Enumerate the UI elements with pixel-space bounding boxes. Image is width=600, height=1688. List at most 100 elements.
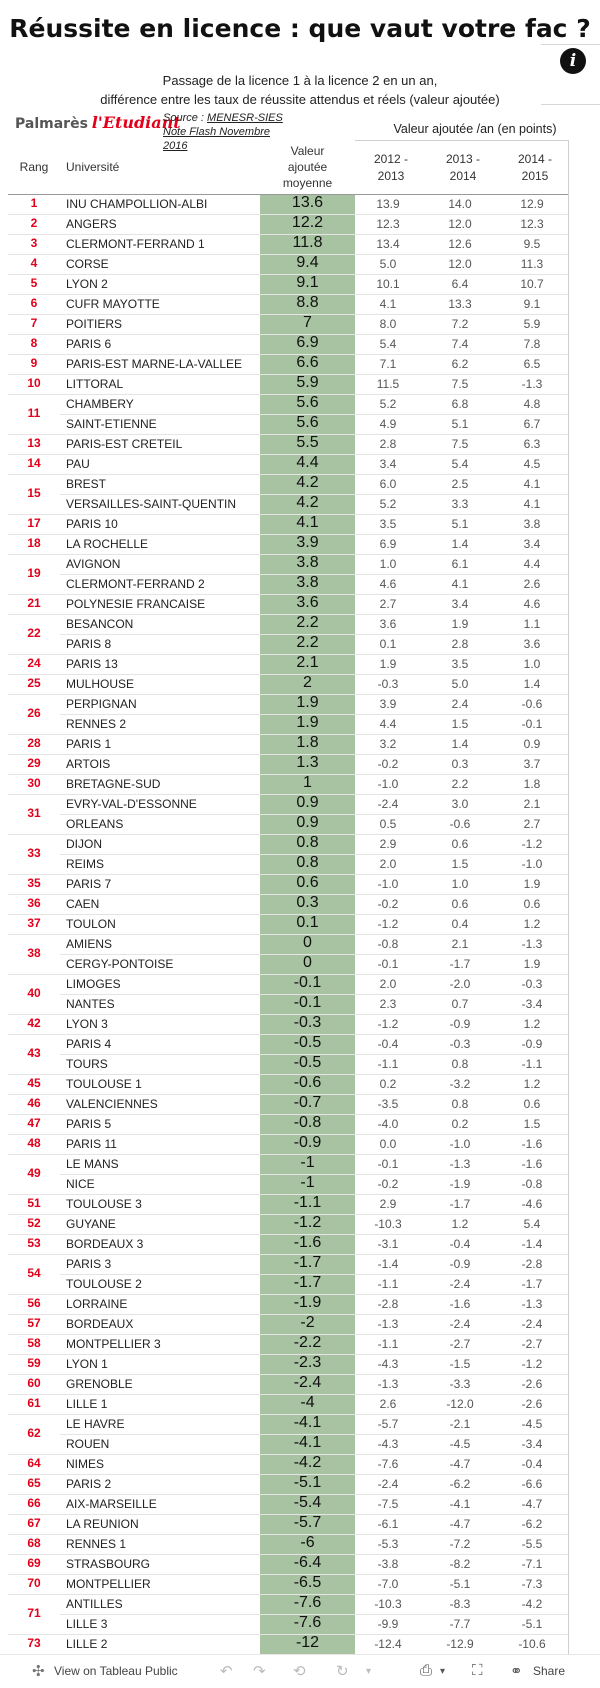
table-row[interactable]: DIJON 0.8 2.9 0.6 -1.2 bbox=[8, 834, 568, 854]
value-2012-2013: -0.3 bbox=[377, 677, 399, 691]
download-icon[interactable]: ⎙ bbox=[420, 1662, 433, 1679]
table-row[interactable]: PARIS 1 1.8 3.2 1.4 0.9 bbox=[8, 734, 568, 754]
table-row[interactable]: LYON 3 -0.3 -1.2 -0.9 1.2 bbox=[8, 1014, 568, 1034]
table-row[interactable]: PARIS 2 -5.1 -2.4 -6.2 -6.6 bbox=[8, 1474, 568, 1494]
table-row[interactable]: PARIS-EST MARNE-LA-VALLEE 6.6 7.1 6.2 6.5 bbox=[8, 354, 568, 374]
table-row[interactable]: CHAMBERY 5.6 5.2 6.8 4.8 bbox=[8, 394, 568, 414]
table-row[interactable]: LILLE 2 -12 -12.4 -12.9 -10.6 bbox=[8, 1634, 568, 1654]
table-row[interactable]: AIX-MARSEILLE -5.4 -7.5 -4.1 -4.7 bbox=[8, 1494, 568, 1514]
table-row[interactable]: INU CHAMPOLLION-ALBI 13.6 13.9 14.0 12.9 bbox=[8, 194, 568, 214]
table-row[interactable]: LORRAINE -1.9 -2.8 -1.6 -1.3 bbox=[8, 1294, 568, 1314]
table-row[interactable]: LILLE 3 -7.6 -9.9 -7.7 -5.1 bbox=[8, 1614, 568, 1634]
table-row[interactable]: LE MANS -1 -0.1 -1.3 -1.6 bbox=[8, 1154, 568, 1174]
table-row[interactable]: PERPIGNAN 1.9 3.9 2.4 -0.6 bbox=[8, 694, 568, 714]
share-icon[interactable]: ⚭ bbox=[510, 1663, 523, 1680]
table-row[interactable]: RENNES 1 -6 -5.3 -7.2 -5.5 bbox=[8, 1534, 568, 1554]
info-icon[interactable]: i bbox=[560, 48, 586, 74]
table-row[interactable]: PARIS 3 -1.7 -1.4 -0.9 -2.8 bbox=[8, 1254, 568, 1274]
university-name: VALENCIENNES bbox=[66, 1097, 158, 1111]
table-row[interactable]: MONTPELLIER -6.5 -7.0 -5.1 -7.3 bbox=[8, 1574, 568, 1594]
table-row[interactable]: MULHOUSE 2 -0.3 5.0 1.4 bbox=[8, 674, 568, 694]
refresh-menu-chevron-icon[interactable]: ▾ bbox=[366, 1666, 372, 1677]
undo-icon[interactable]: ↶ bbox=[220, 1663, 233, 1680]
average-value: 1 bbox=[303, 774, 312, 791]
table-row[interactable]: EVRY-VAL-D'ESSONNE 0.9 -2.4 3.0 2.1 bbox=[8, 794, 568, 814]
table-row[interactable]: BORDEAUX -2 -1.3 -2.4 -2.4 bbox=[8, 1314, 568, 1334]
table-row[interactable]: GRENOBLE -2.4 -1.3 -3.3 -2.6 bbox=[8, 1374, 568, 1394]
table-row[interactable]: BRETAGNE-SUD 1 -1.0 2.2 1.8 bbox=[8, 774, 568, 794]
table-row[interactable]: PARIS 7 0.6 -1.0 1.0 1.9 bbox=[8, 874, 568, 894]
table-row[interactable]: PARIS 8 2.2 0.1 2.8 3.6 bbox=[8, 634, 568, 654]
revert-icon[interactable]: ⟲ bbox=[293, 1663, 306, 1680]
table-row[interactable]: SAINT-ETIENNE 5.6 4.9 5.1 6.7 bbox=[8, 414, 568, 434]
download-menu-chevron-icon[interactable]: ▾ bbox=[440, 1666, 446, 1677]
table-row[interactable]: MONTPELLIER 3 -2.2 -1.1 -2.7 -2.7 bbox=[8, 1334, 568, 1354]
fullscreen-icon[interactable]: ⛶ bbox=[472, 1662, 483, 1679]
table-row[interactable]: REIMS 0.8 2.0 1.5 -1.0 bbox=[8, 854, 568, 874]
table-row[interactable]: LILLE 1 -4 2.6 -12.0 -2.6 bbox=[8, 1394, 568, 1414]
table-row[interactable]: VALENCIENNES -0.7 -3.5 0.8 0.6 bbox=[8, 1094, 568, 1114]
table-row[interactable]: LYON 1 -2.3 -4.3 -1.5 -1.2 bbox=[8, 1354, 568, 1374]
table-row[interactable]: ARTOIS 1.3 -0.2 0.3 3.7 bbox=[8, 754, 568, 774]
table-row[interactable]: VERSAILLES-SAINT-QUENTIN 4.2 5.2 3.3 4.1 bbox=[8, 494, 568, 514]
value-2014-2015: 1.1 bbox=[523, 617, 541, 631]
row-divider bbox=[8, 1354, 568, 1355]
table-row[interactable]: TOULOUSE 1 -0.6 0.2 -3.2 1.2 bbox=[8, 1074, 568, 1094]
table-row[interactable]: PARIS 13 2.1 1.9 3.5 1.0 bbox=[8, 654, 568, 674]
table-row[interactable]: LE HAVRE -4.1 -5.7 -2.1 -4.5 bbox=[8, 1414, 568, 1434]
value-2013-2014: 13.3 bbox=[448, 297, 472, 311]
source-note-line-1[interactable]: Note Flash Novembre bbox=[163, 126, 270, 138]
table-row[interactable]: ANTILLES -7.6 -10.3 -8.3 -4.2 bbox=[8, 1594, 568, 1614]
table-row[interactable]: LA ROCHELLE 3.9 6.9 1.4 3.4 bbox=[8, 534, 568, 554]
table-row[interactable]: TOULOUSE 3 -1.1 2.9 -1.7 -4.6 bbox=[8, 1194, 568, 1214]
table-row[interactable]: BESANCON 2.2 3.6 1.9 1.1 bbox=[8, 614, 568, 634]
table-row[interactable]: CORSE 9.4 5.0 12.0 11.3 bbox=[8, 254, 568, 274]
table-row[interactable]: CLERMONT-FERRAND 1 11.8 13.4 12.6 9.5 bbox=[8, 234, 568, 254]
table-row[interactable]: BREST 4.2 6.0 2.5 4.1 bbox=[8, 474, 568, 494]
table-row[interactable]: BORDEAUX 3 -1.6 -3.1 -0.4 -1.4 bbox=[8, 1234, 568, 1254]
value-2013-2014: 2.4 bbox=[451, 697, 469, 711]
table-row[interactable]: AVIGNON 3.8 1.0 6.1 4.4 bbox=[8, 554, 568, 574]
table-row[interactable]: POLYNESIE FRANCAISE 3.6 2.7 3.4 4.6 bbox=[8, 594, 568, 614]
source-note-line-2[interactable]: 2016 bbox=[163, 140, 188, 152]
value-2012-2013: -2.4 bbox=[377, 1477, 399, 1491]
table-row[interactable]: PARIS 11 -0.9 0.0 -1.0 -1.6 bbox=[8, 1134, 568, 1154]
row-divider bbox=[60, 1054, 568, 1055]
table-row[interactable]: AMIENS 0 -0.8 2.1 -1.3 bbox=[8, 934, 568, 954]
table-row[interactable]: NICE -1 -0.2 -1.9 -0.8 bbox=[8, 1174, 568, 1194]
table-row[interactable]: LYON 2 9.1 10.1 6.4 10.7 bbox=[8, 274, 568, 294]
table-row[interactable]: PARIS 4 -0.5 -0.4 -0.3 -0.9 bbox=[8, 1034, 568, 1054]
table-row[interactable]: TOULOUSE 2 -1.7 -1.1 -2.4 -1.7 bbox=[8, 1274, 568, 1294]
share-button[interactable]: Share bbox=[533, 1664, 566, 1678]
table-row[interactable]: NANTES -0.1 2.3 0.7 -3.4 bbox=[8, 994, 568, 1014]
table-row[interactable]: CERGY-PONTOISE 0 -0.1 -1.7 1.9 bbox=[8, 954, 568, 974]
table-row[interactable]: POITIERS 7 8.0 7.2 5.9 bbox=[8, 314, 568, 334]
table-row[interactable]: PAU 4.4 3.4 5.4 4.5 bbox=[8, 454, 568, 474]
table-row[interactable]: PARIS 6 6.9 5.4 7.4 7.8 bbox=[8, 334, 568, 354]
table-row[interactable]: ORLEANS 0.9 0.5 -0.6 2.7 bbox=[8, 814, 568, 834]
table-row[interactable]: LA REUNION -5.7 -6.1 -4.7 -6.2 bbox=[8, 1514, 568, 1534]
table-row[interactable]: PARIS-EST CRETEIL 5.5 2.8 7.5 6.3 bbox=[8, 434, 568, 454]
table-row[interactable]: PARIS 5 -0.8 -4.0 0.2 1.5 bbox=[8, 1114, 568, 1134]
table-row[interactable]: TOULON 0.1 -1.2 0.4 1.2 bbox=[8, 914, 568, 934]
table-row[interactable]: PARIS 10 4.1 3.5 5.1 3.8 bbox=[8, 514, 568, 534]
table-row[interactable]: CAEN 0.3 -0.2 0.6 0.6 bbox=[8, 894, 568, 914]
redo-icon[interactable]: ↷ bbox=[253, 1663, 266, 1680]
rank-label: 6 bbox=[30, 296, 38, 310]
table-row[interactable]: ROUEN -4.1 -4.3 -4.5 -3.4 bbox=[8, 1434, 568, 1454]
table-row[interactable]: CUFR MAYOTTE 8.8 4.1 13.3 9.1 bbox=[8, 294, 568, 314]
table-row[interactable]: LITTORAL 5.9 11.5 7.5 -1.3 bbox=[8, 374, 568, 394]
table-row[interactable]: RENNES 2 1.9 4.4 1.5 -0.1 bbox=[8, 714, 568, 734]
table-row[interactable]: CLERMONT-FERRAND 2 3.8 4.6 4.1 2.6 bbox=[8, 574, 568, 594]
table-row[interactable]: STRASBOURG -6.4 -3.8 -8.2 -7.1 bbox=[8, 1554, 568, 1574]
row-divider bbox=[60, 954, 568, 955]
table-row[interactable]: TOURS -0.5 -1.1 0.8 -1.1 bbox=[8, 1054, 568, 1074]
refresh-icon[interactable]: ↻ bbox=[336, 1663, 349, 1680]
source-org-link[interactable]: MENESR-SIES bbox=[207, 112, 283, 124]
table-row[interactable]: GUYANE -1.2 -10.3 1.2 5.4 bbox=[8, 1214, 568, 1234]
table-row[interactable]: LIMOGES -0.1 2.0 -2.0 -0.3 bbox=[8, 974, 568, 994]
average-value: -0.8 bbox=[293, 1114, 322, 1131]
view-on-tableau-link[interactable]: View on Tableau Public bbox=[54, 1664, 178, 1678]
table-row[interactable]: NIMES -4.2 -7.6 -4.7 -0.4 bbox=[8, 1454, 568, 1474]
table-row[interactable]: ANGERS 12.2 12.3 12.0 12.3 bbox=[8, 214, 568, 234]
